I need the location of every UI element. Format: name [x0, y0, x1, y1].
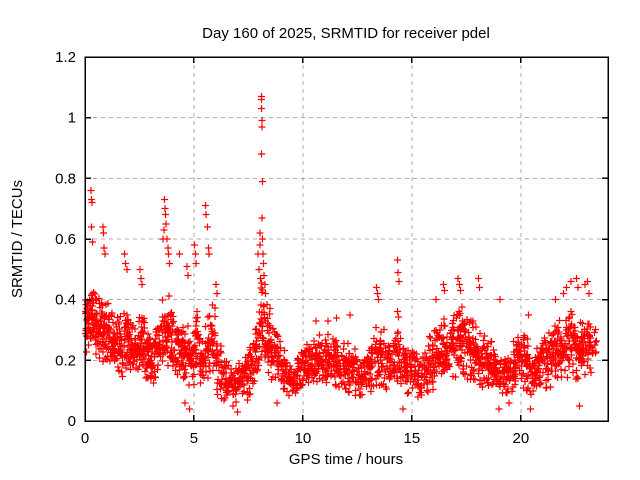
- x-tick-label: 5: [190, 430, 198, 447]
- y-tick-label: 0.2: [55, 352, 76, 369]
- x-axis-label: GPS time / hours: [289, 451, 403, 468]
- x-tick-label: 0: [81, 430, 89, 447]
- x-tick-labels: 0 5 10 15 20: [81, 430, 529, 447]
- y-tick-label: 0.6: [55, 231, 76, 248]
- axis-tick-marks: [84, 56, 608, 422]
- y-tick-label: 0.4: [55, 292, 76, 309]
- y-tick-label: 1: [68, 110, 76, 127]
- data-points: [82, 93, 600, 416]
- y-tick-labels: 0 0.2 0.4 0.6 0.8 1 1.2: [55, 49, 76, 430]
- x-tick-label: 20: [512, 430, 529, 447]
- x-tick-label: 15: [404, 430, 421, 447]
- scatter-points-plus-markers: [82, 93, 600, 416]
- x-tick-label: 10: [295, 430, 312, 447]
- y-tick-label: 0.8: [55, 170, 76, 187]
- y-tick-label: 0: [68, 413, 76, 430]
- y-axis-label: SRMTID / TECUs: [9, 180, 26, 298]
- y-tick-label: 1.2: [55, 49, 76, 66]
- chart-title: Day 160 of 2025, SRMTID for receiver pde…: [202, 25, 490, 42]
